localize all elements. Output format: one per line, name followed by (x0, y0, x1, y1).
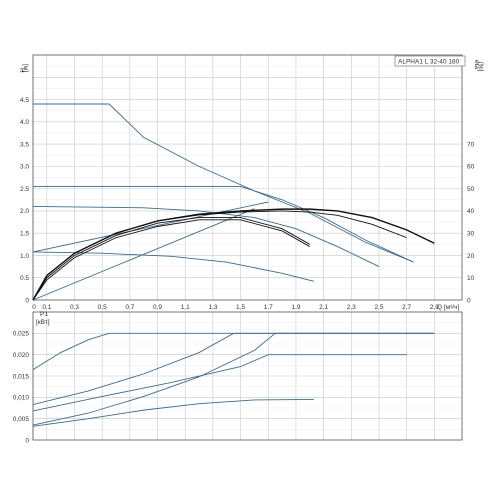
y2-axis-label-eta: eta (473, 60, 480, 69)
power-y-tick-label: 0,025 (13, 331, 30, 338)
q-x-tick-label: 1,5 (236, 304, 245, 311)
eta-curve-1 (32, 208, 435, 301)
efficiency-curves (32, 208, 435, 301)
eta-y-tick-label: 10 (467, 275, 475, 282)
head-curve-3 (32, 206, 380, 267)
q-x-tick-label: 0,7 (125, 304, 134, 311)
head-plot-grid (32, 54, 462, 300)
q-x-tick-label: 1,3 (208, 304, 217, 311)
head-curve-4 (32, 251, 315, 282)
power-y-tick-label: 0,010 (13, 395, 30, 402)
eta-y-tick-label: 0 (467, 297, 471, 304)
head-y-tick-label: 0 (25, 297, 29, 304)
eta-y-tick-label: 40 (467, 208, 475, 215)
head-curve-6 (32, 208, 255, 301)
head-y-tick-label: 1.5 (20, 230, 29, 237)
q-x-tick-label: 1,9 (291, 304, 300, 311)
power-curve-1 (32, 332, 435, 370)
chart-title-box: ALPHA1 L 32-40 180 (394, 55, 466, 67)
head-curve-1 (33, 103, 414, 263)
q-x-tick-label: 0,1 (42, 304, 51, 311)
title-frame (394, 55, 466, 67)
q-x-tick-label: 2,1 (319, 304, 328, 311)
eta-y-tick-label: 70 (467, 141, 475, 148)
head-y-tick-label: 1.0 (20, 253, 29, 260)
head-plot-frame (32, 54, 463, 301)
q-x-tick-label: 2,7 (402, 304, 411, 311)
head-curve-5 (32, 201, 269, 253)
power-curve-5 (32, 399, 314, 427)
y-axis-label-h: H (18, 68, 25, 73)
head-y-tick-label: 2.5 (20, 186, 29, 193)
head-y-tick-label: 2.0 (20, 208, 29, 215)
eta-y-tick-label: 60 (467, 164, 475, 171)
q-x-tick-label: 1,1 (181, 304, 190, 311)
power-y-tick-label: 0,015 (13, 373, 30, 380)
eta-y-tick-label: 20 (467, 253, 475, 260)
eta-curve-4 (32, 219, 310, 301)
q-x-tick-label: 2,5 (374, 304, 383, 311)
q-x-tick-label: 0 (32, 304, 36, 311)
eta-y-tick-label: 30 (467, 230, 475, 237)
q-x-tick-label: 0,3 (70, 304, 79, 311)
power-plot-grid (32, 312, 462, 440)
q-x-tick-label: 2,3 (347, 304, 356, 311)
eta-y-tick-label: 50 (467, 186, 475, 193)
eta-curve-3 (32, 217, 310, 301)
head-y-tick-label: 3.0 (20, 164, 29, 171)
power-y-tick-label: 0 (25, 437, 29, 444)
y2-axis-label-eta-unit: [%] (477, 62, 484, 72)
head-y-tick-label: 4.0 (20, 119, 29, 126)
power-plot-frame (32, 311, 463, 441)
x-axis-label: Q [м³/ч] (437, 304, 459, 311)
eta-curve-2 (32, 210, 407, 301)
power-plot-border (32, 311, 463, 441)
power-curve-4 (32, 354, 407, 412)
p1-axis-label-unit: [кВт] (36, 319, 50, 326)
chart-title: ALPHA1 L 32-40 180 (398, 59, 460, 66)
y-axis-label-h-unit: [м] (22, 64, 29, 72)
head-y-tick-label: 0.5 (20, 275, 29, 282)
p1-axis-label: P1 (40, 311, 48, 318)
q-x-tick-label: 2,9 (430, 304, 439, 311)
q-x-tick-label: 1,7 (264, 304, 273, 311)
head-y-tick-label: 4.5 (20, 97, 29, 104)
head-plot-ticks: 0 0.5 1.0 1.5 2.0 2.5 3.0 3.5 4.0 4.5 0 10 20 30 40 50 6… (20, 97, 475, 311)
head-curves (32, 103, 414, 301)
head-curve-2 (33, 185, 414, 263)
power-curve-3 (32, 332, 435, 426)
power-curves (32, 332, 435, 427)
q-x-tick-label: 0,9 (153, 304, 162, 311)
power-y-tick-label: 0,020 (13, 352, 30, 359)
head-y-tick-label: 3.5 (20, 141, 29, 148)
head-plot-border (32, 54, 463, 301)
q-x-tick-label: 0,5 (98, 304, 107, 311)
power-plot-ticks: 0 0,005 0,010 0,015 0,020 0,025 (13, 331, 30, 445)
power-curve-2 (32, 332, 435, 406)
power-y-tick-label: 0,005 (13, 416, 30, 423)
